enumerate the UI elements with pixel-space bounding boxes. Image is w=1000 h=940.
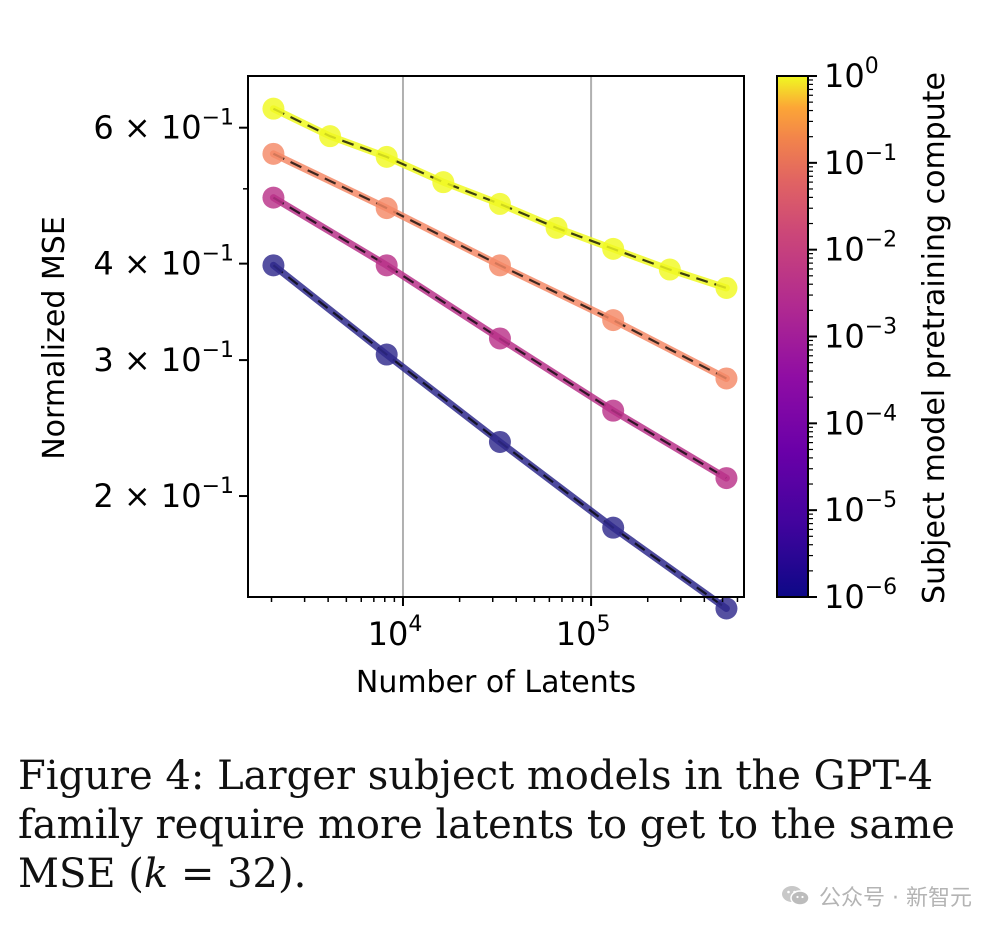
caption-variable: k [143,851,169,897]
data-point [262,186,285,209]
data-point [545,216,568,239]
axes-frame [247,75,745,598]
data-point [602,516,625,539]
watermark: 公众号 · 新智元 [781,880,972,912]
figure-caption: Figure 4: Larger subject models in the G… [18,752,983,899]
caption-prefix: Figure 4: Larger subject models in the G… [18,753,955,897]
colorbar-tick-label-5: 10−5 [824,488,897,529]
colorbar-tick-label-3: 10−3 [824,315,897,356]
data-point [262,142,285,165]
caption-equation: = 32 [168,851,278,897]
caption-suffix: ). [277,851,307,897]
series-1 [262,142,738,390]
wechat-icon [782,886,810,906]
x-axis-label: Number of Latents [356,665,636,700]
data-point [488,192,511,215]
data-point [602,399,625,422]
x-tick-label-0: 104 [368,612,423,653]
plot-area: 104 105 6 × 10−1 4 × 10−1 3 × 10−1 2 × 10−1 Nu… [37,75,745,700]
colorbar-tick-label-0: 100 [824,54,879,95]
series-2 [262,186,738,490]
y-tick-label-3: 2 × 10−1 [93,474,234,515]
data-point [715,597,738,620]
colorbar: 100 10−1 10−2 10−3 10−4 10−5 10−6 Subject model… [776,54,952,616]
data-point [602,309,625,332]
data-point [432,171,455,194]
series-fit-line-0 [272,107,727,290]
y-tick-label-1: 4 × 10−1 [93,242,234,283]
data-point [715,276,738,299]
colorbar-label: Subject model pretraining compute [917,72,952,604]
colorbar-gradient [776,75,809,598]
data-point [602,237,625,260]
colorbar-tick-label-1: 10−1 [824,141,897,182]
y-tick-label-2: 3 × 10−1 [93,338,234,379]
colorbar-tick-label-6: 10−6 [824,575,897,616]
data-point [375,343,398,366]
y-tick-label-0: 6 × 10−1 [93,106,234,147]
data-point [319,125,342,148]
data-point [658,258,681,281]
data-point [262,254,285,277]
series-0 [262,97,738,299]
data-point [715,467,738,490]
data-point [715,367,738,390]
data-point [375,197,398,220]
data-point [488,254,511,277]
y-axis-label: Normalized MSE [37,216,72,460]
x-tick-label-1: 105 [556,612,611,653]
watermark-text: 公众号 · 新智元 [819,886,972,911]
chart: 104 105 6 × 10−1 4 × 10−1 3 × 10−1 2 × 10−1 Nu… [37,54,952,700]
colorbar-tick-label-4: 10−4 [824,401,897,442]
data-point [375,145,398,168]
series-3 [262,254,738,620]
data-point [375,254,398,277]
data-point [488,430,511,453]
data-point [262,97,285,120]
colorbar-tick-label-2: 10−2 [824,228,897,269]
data-point [488,327,511,350]
